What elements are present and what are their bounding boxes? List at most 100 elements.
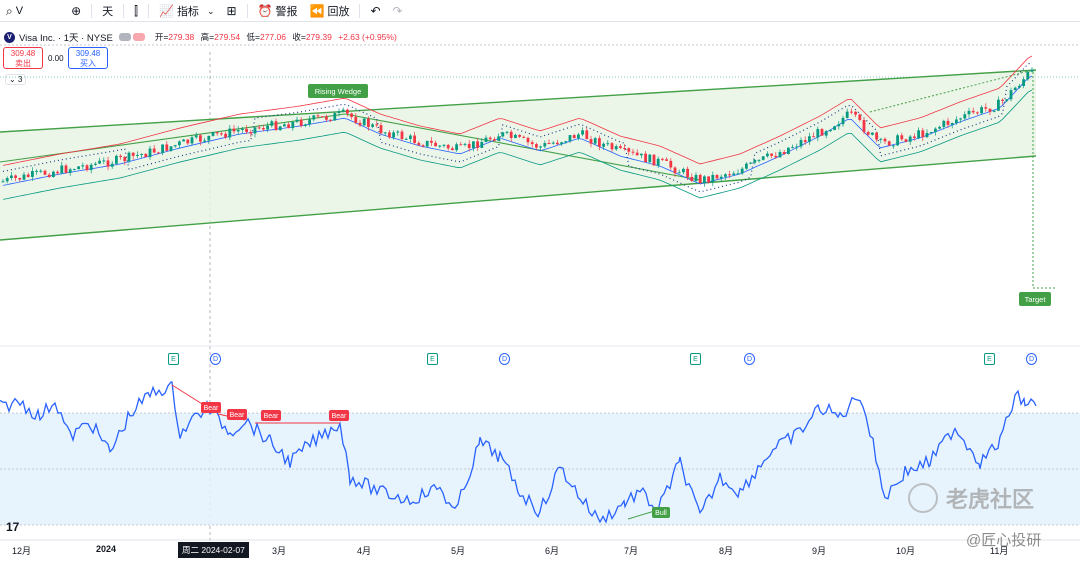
candle-body bbox=[148, 148, 152, 158]
candle-body bbox=[879, 138, 883, 140]
candle-body bbox=[354, 116, 358, 123]
dividend-marker[interactable]: D bbox=[499, 353, 510, 365]
tradingview-logo-icon[interactable]: 17 bbox=[6, 520, 20, 534]
wedge-lower-line[interactable] bbox=[0, 155, 1037, 241]
indicator-collapse-button[interactable]: ⌄ 3 bbox=[5, 74, 27, 85]
buy-button[interactable]: 309.48 买入 bbox=[68, 47, 108, 69]
dividend-marker[interactable]: D bbox=[744, 353, 755, 365]
candle-body bbox=[875, 132, 878, 140]
wedge-upper-line[interactable] bbox=[0, 69, 1037, 133]
buy-price: 309.48 bbox=[75, 49, 101, 58]
indicators-button[interactable]: 📈 指标 ⌄ bbox=[153, 0, 221, 22]
replay-button[interactable]: ⏪ 回放 bbox=[304, 0, 356, 22]
data-status-icon bbox=[132, 33, 145, 41]
candle-body bbox=[623, 148, 626, 150]
candle-body bbox=[997, 99, 1000, 111]
wedge-inner-line[interactable] bbox=[0, 113, 346, 163]
candle-body bbox=[249, 131, 253, 134]
candle-body bbox=[304, 124, 307, 126]
bear-label[interactable]: Bear bbox=[227, 409, 247, 420]
candle-body bbox=[929, 132, 933, 134]
candle-body bbox=[18, 177, 22, 180]
candle-body bbox=[316, 115, 320, 117]
close-label: 收= bbox=[292, 32, 306, 42]
interval-button[interactable]: 天 bbox=[96, 0, 119, 22]
alarm-icon: ⏰ bbox=[257, 3, 273, 18]
candle-body bbox=[715, 174, 719, 179]
candle-body bbox=[215, 132, 219, 134]
candle-body bbox=[887, 141, 891, 146]
candle-body bbox=[350, 113, 353, 117]
candle-body bbox=[799, 140, 803, 147]
symbol-title[interactable]: Visa Inc. · 1天 · NYSE bbox=[19, 33, 113, 44]
rising-wedge-label[interactable]: Rising Wedge bbox=[308, 84, 368, 98]
candle-body bbox=[81, 165, 85, 167]
symbol-search[interactable]: ⌕ V bbox=[0, 0, 29, 22]
chart-canvas[interactable]: Rising Wedge Target Bear Bear Bear Bear … bbox=[0, 22, 1080, 542]
dividend-marker[interactable]: D bbox=[1026, 353, 1037, 365]
candle-body bbox=[942, 120, 946, 127]
candle-body bbox=[862, 119, 866, 133]
spread-value: 0.00 bbox=[48, 54, 64, 63]
candle-body bbox=[333, 113, 337, 121]
candle-body bbox=[85, 165, 89, 171]
redo-button[interactable]: ↷ bbox=[387, 0, 409, 22]
earnings-marker[interactable]: E bbox=[690, 353, 701, 365]
candle-body bbox=[581, 130, 584, 135]
candle-body bbox=[988, 108, 992, 112]
toolbar-divider bbox=[246, 3, 248, 18]
dividend-marker[interactable]: D bbox=[210, 353, 221, 365]
candle-body bbox=[635, 152, 639, 156]
candle-body bbox=[518, 134, 521, 137]
earnings-marker[interactable]: E bbox=[168, 353, 179, 365]
low-label: 低= bbox=[246, 32, 260, 42]
candle-body bbox=[152, 148, 156, 153]
x-axis-label: 2024 bbox=[96, 544, 117, 554]
candle-body bbox=[808, 136, 811, 142]
earnings-marker[interactable]: E bbox=[984, 353, 995, 365]
bear-label[interactable]: Bear bbox=[329, 410, 349, 421]
candle-body bbox=[68, 169, 72, 173]
candle-body bbox=[278, 126, 282, 131]
candle-body bbox=[598, 138, 601, 147]
candle-body bbox=[102, 160, 106, 162]
candle-body bbox=[686, 168, 689, 178]
candle-body bbox=[493, 139, 496, 141]
candle-body bbox=[950, 123, 954, 125]
candle-body bbox=[421, 145, 425, 147]
target-label[interactable]: Target bbox=[1019, 292, 1051, 306]
bull-label[interactable]: Bull bbox=[652, 507, 670, 518]
wedge-inner-line[interactable] bbox=[344, 113, 701, 181]
candle-body bbox=[740, 168, 744, 174]
candle-body bbox=[451, 148, 454, 151]
layout-button[interactable]: ⊞ bbox=[220, 0, 242, 22]
add-symbol-button[interactable]: ⊕ bbox=[65, 0, 87, 22]
candle-body bbox=[39, 170, 43, 172]
rewind-icon: ⏪ bbox=[309, 3, 325, 18]
toolbar-divider bbox=[359, 3, 361, 18]
candle-body bbox=[312, 115, 316, 120]
alert-button[interactable]: ⏰ 警报 bbox=[252, 0, 304, 22]
close-value: 279.39 bbox=[305, 32, 332, 42]
candle-body bbox=[358, 122, 362, 126]
candle-body bbox=[64, 165, 68, 173]
chart-type-button[interactable]: ⫿ bbox=[128, 0, 144, 22]
indicators-label: 指标 bbox=[176, 5, 199, 18]
lower-band-line bbox=[2, 89, 1033, 200]
sell-button[interactable]: 309.48 卖出 bbox=[3, 47, 43, 69]
candle-body bbox=[320, 116, 324, 118]
candle-body bbox=[119, 155, 122, 157]
candle-body bbox=[115, 155, 118, 164]
earnings-marker[interactable]: E bbox=[427, 353, 438, 365]
candle-body bbox=[665, 159, 668, 161]
undo-button[interactable]: ↶ bbox=[364, 0, 386, 22]
bear-label[interactable]: Bear bbox=[201, 402, 221, 413]
candle-body bbox=[274, 121, 278, 131]
candle-body bbox=[56, 171, 59, 174]
candle-body bbox=[266, 125, 269, 130]
candle-body bbox=[619, 146, 622, 149]
bear-label[interactable]: Bear bbox=[261, 410, 281, 421]
candle-body bbox=[295, 119, 299, 122]
middle-band-line bbox=[2, 75, 1033, 186]
candle-body bbox=[955, 119, 958, 124]
